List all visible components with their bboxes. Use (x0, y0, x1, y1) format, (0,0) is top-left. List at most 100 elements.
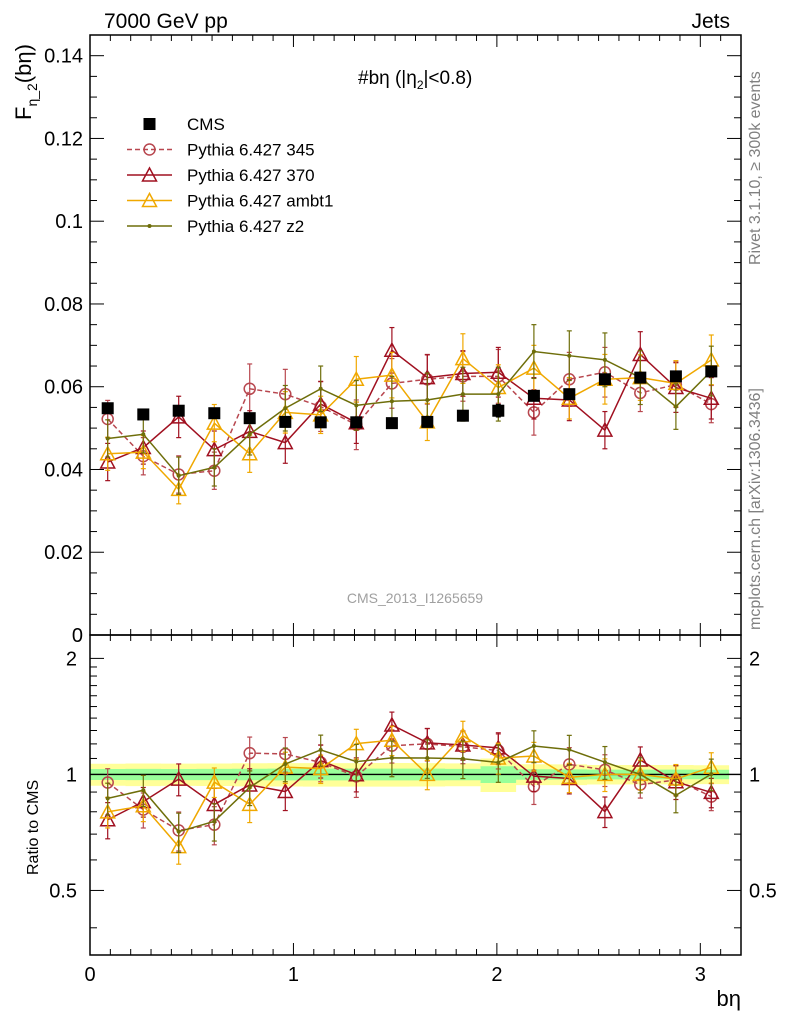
data-point (456, 409, 469, 422)
series-pythia-6-427-370 (99, 326, 720, 482)
ratio-plot-area: 0 1 2 3 0.5 0.5 1 1 2 2 (49, 634, 777, 986)
data-point (176, 473, 181, 478)
series-pythia-6-427-z2 (105, 324, 714, 495)
data-point (277, 434, 294, 450)
ratio-point (354, 759, 359, 764)
data-point (634, 371, 647, 384)
ratio-tick-label: 1 (749, 764, 760, 786)
main-plot-area: 0 0.02 0.04 0.06 0.08 0.1 0.12 0.14 (44, 34, 742, 955)
ratio-point (602, 760, 607, 765)
legend-marker (143, 143, 156, 156)
plot-title-tail: |<0.8) (424, 68, 473, 89)
legend-marker (141, 166, 158, 182)
data-point (425, 397, 430, 402)
ratio-point (425, 756, 430, 761)
y-tick-label: 0.06 (44, 377, 83, 399)
data-point (421, 415, 434, 428)
data-point (212, 465, 217, 470)
ratio-point (709, 772, 714, 777)
ratio-point (206, 773, 223, 789)
x-tick-label: 3 (695, 964, 706, 986)
ratio-point (496, 760, 501, 765)
y-axis-label-tail: (bη) (11, 44, 36, 83)
data-point (673, 404, 678, 409)
data-point (243, 382, 256, 396)
y-axis-label: Fη_2(bη) (11, 44, 40, 120)
ratio-tick-label: 0.5 (49, 880, 77, 902)
y-tick-label: 0 (72, 625, 83, 647)
x-tick-label: 2 (491, 964, 502, 986)
legend-item-pythia-6-427-370: Pythia 6.427 370 (127, 166, 315, 185)
data-point (669, 370, 682, 383)
data-point (527, 389, 540, 402)
legend-label: Pythia 6.427 ambt1 (187, 192, 333, 211)
ratio-tick-label: 0.5 (749, 880, 777, 902)
series-line (107, 350, 712, 477)
ratio-point (212, 819, 217, 824)
legend-item-cms: CMS (143, 115, 225, 134)
data-point (385, 417, 398, 430)
y-tick-label: 0.12 (44, 128, 83, 150)
series-pythia-6-427-ambt1 (99, 333, 720, 505)
plot-title: #bη (|η2|<0.8) (358, 68, 472, 92)
legend-item-pythia-6-427-345: Pythia 6.427 345 (127, 141, 315, 160)
data-point (705, 365, 718, 378)
data-point (135, 443, 152, 459)
ratio-point (277, 782, 294, 799)
data-point (454, 350, 472, 366)
data-point (172, 404, 185, 417)
data-point (243, 412, 256, 425)
data-point (206, 414, 223, 430)
data-point (101, 402, 114, 415)
legend: CMS Pythia 6.427 345 Pythia 6.427 370 Pythi… (127, 115, 333, 236)
ratio-point (525, 767, 543, 783)
y-tick-label: 0.08 (44, 294, 83, 316)
ratio-line (107, 745, 712, 833)
side-note-top: Rivet 3.1.10, ≥ 300k events (747, 71, 764, 265)
data-point (598, 373, 611, 386)
ratio-point (283, 762, 288, 767)
series-line (107, 371, 712, 476)
ratio-point (243, 746, 256, 760)
data-point (563, 388, 576, 401)
data-point (314, 416, 327, 429)
data-point (602, 357, 607, 362)
legend-label: Pythia 6.427 z2 (187, 217, 304, 236)
data-point (354, 403, 359, 408)
data-point (350, 416, 363, 429)
data-point (247, 432, 252, 437)
ratio-point (460, 756, 465, 761)
legend-item-pythia-6-427-z2: Pythia 6.427 z2 (127, 217, 304, 236)
ratio-point (170, 770, 187, 786)
ratio-tick-label: 2 (749, 648, 760, 670)
ratio-tick-label: 2 (66, 648, 77, 670)
y-axis-label-sub: η_2 (24, 83, 40, 107)
data-point (389, 399, 394, 404)
data-point (170, 480, 187, 497)
header-right: Jets (691, 10, 730, 33)
ratio-point (247, 785, 252, 790)
data-point (279, 415, 292, 428)
legend-marker (141, 191, 158, 208)
ratio-series-pythia-6-427-ambt1 (99, 720, 720, 865)
legend-item-pythia-6-427-ambt1: Pythia 6.427 ambt1 (127, 192, 333, 211)
legend-marker (143, 118, 156, 130)
ratio-point (312, 760, 329, 776)
analysis-watermark: CMS_2013_I1265659 (347, 590, 483, 606)
ratio-series-pythia-6-427-z2 (105, 730, 714, 854)
ratio-point (135, 797, 152, 813)
ratio-point (176, 829, 181, 834)
header-left: 7000 GeV pp (104, 10, 228, 33)
data-point (208, 407, 221, 420)
ratio-point (241, 795, 258, 812)
ratio-point (419, 765, 436, 782)
series-line (107, 349, 712, 463)
ratio-tick-label: 1 (66, 764, 77, 786)
y-tick-label: 0.02 (44, 542, 83, 564)
x-axis-label: bη (717, 986, 741, 1011)
ratio-line (107, 734, 712, 848)
data-point (460, 392, 465, 397)
data-point (283, 406, 288, 411)
series-line (107, 357, 712, 491)
